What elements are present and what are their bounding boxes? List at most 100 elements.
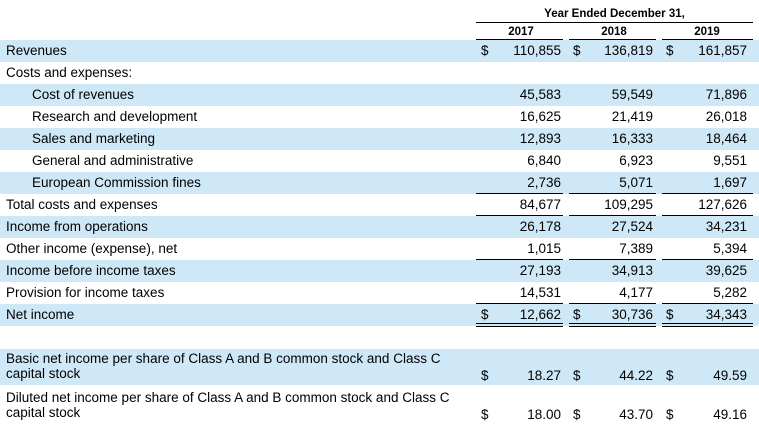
dollar-sign: $: [481, 407, 489, 422]
value-cell-2018: 44.22: [619, 368, 653, 383]
subtotal-rule: [569, 215, 656, 216]
table-row-cost-of-revenues: Cost of revenues 45,583 59,549 71,896: [0, 84, 759, 106]
dollar-sign: $: [481, 368, 489, 383]
value-cell-2018: 43.70: [619, 407, 653, 422]
year-2017-header: 2017: [508, 26, 534, 38]
value-cell-2017: 12,662: [519, 307, 561, 322]
table-row-income-before-taxes: Income before income taxes 27,193 34,913 39…: [0, 260, 759, 282]
subtotal-rule: [476, 193, 563, 194]
table-row-spacer: [0, 334, 759, 349]
year-2019-header: 2019: [694, 26, 720, 38]
table-row-revenues: Revenues $110,855 $136,819 $161,857: [0, 40, 759, 62]
value-cell-2017: 27,193: [519, 263, 561, 278]
value-cell-2019: 127,626: [698, 197, 747, 212]
value-cell-2019: 5,282: [713, 285, 747, 300]
subtotal-rule: [569, 193, 656, 194]
row-label: Net income: [6, 307, 75, 322]
dollar-sign: $: [573, 368, 581, 383]
table-row-provision-for-taxes: Provision for income taxes 14,531 4,177 5,2…: [0, 282, 759, 304]
value-cell-2018: 136,819: [604, 43, 653, 58]
value-cell-2018: 16,333: [611, 131, 653, 146]
value-cell-2019: 18,464: [705, 131, 747, 146]
dollar-sign: $: [481, 43, 489, 58]
row-label: Income from operations: [6, 219, 148, 234]
row-label: Cost of revenues: [32, 87, 135, 102]
row-label: Diluted net income per share of Class A …: [6, 390, 450, 420]
row-label: Revenues: [6, 43, 67, 58]
dollar-sign: $: [666, 407, 674, 422]
value-cell-2019: 39,625: [705, 263, 747, 278]
year-2018-header: 2018: [601, 26, 627, 38]
value-cell-2019: 161,857: [698, 43, 747, 58]
value-cell-2017: 45,583: [519, 87, 561, 102]
dollar-sign: $: [573, 407, 581, 422]
value-cell-2017: 110,855: [513, 43, 561, 58]
value-cell-2019: 34,231: [705, 219, 747, 234]
value-cell-2017: 16,625: [519, 109, 561, 124]
value-cell-2019: 49.16: [713, 407, 747, 422]
value-cell-2018: 27,524: [611, 219, 653, 234]
year-2019-rule: [662, 39, 753, 40]
table-row-general-and-administrative: General and administrative 6,840 6,923 9,55…: [0, 150, 759, 172]
table-row-costs-and-expenses: Costs and expenses:: [0, 62, 759, 84]
value-cell-2018: 21,419: [611, 109, 653, 124]
value-cell-2018: 59,549: [611, 87, 653, 102]
value-cell-2018: 109,295: [604, 197, 653, 212]
subtotal-rule: [569, 259, 656, 260]
dollar-sign: $: [666, 307, 674, 322]
value-cell-2018: 4,177: [619, 285, 653, 300]
table-row-net-income: Net income $12,662 $30,736 $34,343: [0, 304, 759, 326]
table-row-other-income-net: Other income (expense), net 1,015 7,389 5,3…: [0, 238, 759, 260]
header-rule: [476, 22, 753, 23]
total-double-rule: [662, 323, 753, 327]
value-cell-2017: 1,015: [527, 241, 561, 256]
value-cell-2019: 34,343: [705, 307, 747, 322]
value-cell-2017: 18.00: [527, 407, 561, 422]
table-row-research-and-development: Research and development 16,625 21,419 26,0…: [0, 106, 759, 128]
value-cell-2017: 6,840: [527, 153, 561, 168]
subtotal-rule: [476, 303, 563, 304]
value-cell-2019: 26,018: [705, 109, 747, 124]
value-cell-2018: 7,389: [619, 241, 653, 256]
row-label: Sales and marketing: [32, 131, 156, 146]
table-row-income-from-operations: Income from operations 26,178 27,524 34,231: [0, 216, 759, 238]
total-double-rule: [476, 323, 563, 327]
row-label: General and administrative: [32, 153, 194, 168]
year-2017-rule: [476, 39, 563, 40]
value-cell-2017: 14,531: [519, 285, 561, 300]
table-row-sales-and-marketing: Sales and marketing 12,893 16,333 18,464: [0, 128, 759, 150]
value-cell-2017: 2,736: [527, 175, 561, 190]
value-cell-2018: 30,736: [611, 307, 653, 322]
row-label: Total costs and expenses: [6, 197, 158, 212]
row-label: Basic net income per share of Class A an…: [6, 351, 441, 381]
value-cell-2019: 1,697: [713, 175, 747, 190]
value-cell-2019: 9,551: [713, 153, 747, 168]
subtotal-rule: [662, 193, 753, 194]
value-cell-2018: 34,913: [611, 263, 653, 278]
value-cell-2019: 71,896: [705, 87, 747, 102]
total-double-rule: [569, 323, 656, 327]
value-cell-2019: 5,394: [713, 241, 747, 256]
subtotal-rule: [662, 259, 753, 260]
value-cell-2017: 26,178: [519, 219, 561, 234]
dollar-sign: $: [573, 43, 581, 58]
table-row-diluted-eps: Diluted net income per share of Class A …: [0, 388, 759, 424]
year-2018-rule: [569, 39, 656, 40]
table-row-european-commission-fines: European Commission fines 2,736 5,071 1,697: [0, 172, 759, 194]
value-cell-2019: 49.59: [713, 368, 747, 383]
row-label: Costs and expenses:: [6, 65, 133, 80]
value-cell-2017: 18.27: [527, 368, 561, 383]
row-label: Provision for income taxes: [6, 285, 165, 300]
dollar-sign: $: [666, 368, 674, 383]
subtotal-rule: [476, 215, 563, 216]
table-row-total-costs-and-expenses: Total costs and expenses 84,677 109,295 127…: [0, 194, 759, 216]
row-label: Other income (expense), net: [6, 241, 178, 256]
value-cell-2018: 5,071: [619, 175, 653, 190]
subtotal-rule: [662, 303, 753, 304]
row-label: European Commission fines: [32, 175, 201, 190]
value-cell-2017: 84,677: [519, 197, 561, 212]
value-cell-2018: 6,923: [619, 153, 653, 168]
dollar-sign: $: [573, 307, 581, 322]
subtotal-rule: [476, 259, 563, 260]
